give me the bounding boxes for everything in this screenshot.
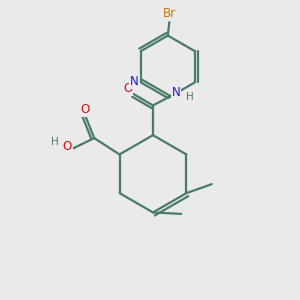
Text: N: N: [130, 75, 139, 88]
Text: H: H: [186, 92, 194, 101]
Text: O: O: [123, 82, 132, 95]
Text: O: O: [63, 140, 72, 153]
Text: H: H: [50, 137, 58, 147]
Text: Br: Br: [163, 7, 176, 20]
Text: O: O: [81, 103, 90, 116]
Text: N: N: [172, 86, 180, 99]
